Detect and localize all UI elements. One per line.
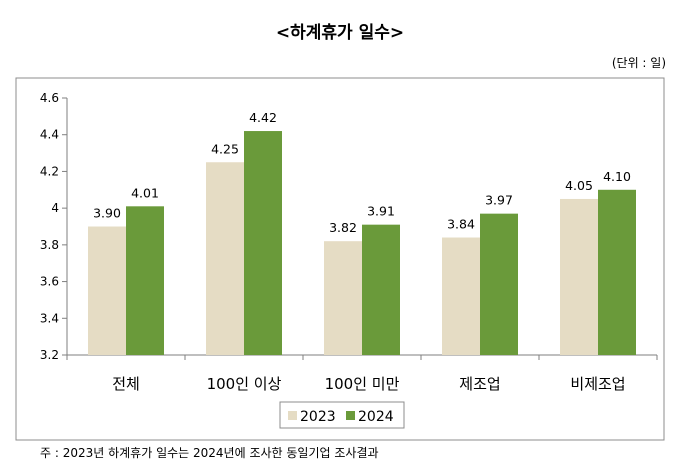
unit-note: (단위 : 일) [611,56,666,70]
data-label: 4.25 [211,141,239,156]
bar-2023 [560,198,598,355]
x-tick-label: 100인 이상 [207,375,282,393]
axes: 3.23.43.63.844.24.44.6전체 100인 이상 100인 미만 제조… [40,91,658,393]
legend-label: 2023 [300,409,336,425]
bar-2023 [88,226,126,355]
bar-2024 [126,206,164,355]
bar-2024 [480,213,518,355]
y-tick-label: 4.4 [40,128,59,142]
y-tick-label: 3.4 [40,311,59,325]
bars [88,131,636,355]
x-tick-label: 100인 미만 [325,375,400,393]
x-tick-label: 비제조업 [570,375,625,393]
data-label: 4.10 [603,169,631,184]
data-label: 4.05 [565,178,593,193]
chart-title: <하계휴가 일수> [275,23,405,43]
legend: 2023 2024 [279,401,405,429]
data-label: 4.42 [249,110,277,125]
y-tick-label: 3.6 [40,275,59,289]
x-tick-label: 전체 [112,375,140,393]
y-tick-label: 4.2 [40,164,59,178]
bar-2024 [598,189,636,355]
x-tick-label: 제조업 [459,375,500,393]
data-labels: 3.90 4.01 4.25 4.42 3.82 3.91 3.84 3.97 4.05 4.10 [93,110,631,235]
y-tick-label: 3.8 [40,238,59,252]
data-label: 3.90 [93,206,121,221]
data-label: 3.82 [329,220,357,235]
bar-2024 [244,131,282,355]
data-label: 4.01 [131,185,159,200]
y-tick-label: 3.2 [40,348,59,362]
data-label: 3.84 [447,217,475,232]
footnote: 주 : 2023년 하계휴가 일수는 2024년에 조사한 동일기업 조사결과 [40,446,379,460]
legend-box [279,401,405,429]
bar-2023 [442,237,480,355]
y-tick-label: 4 [51,201,59,215]
legend-swatch-2024 [346,411,355,420]
bar-2023 [206,162,244,355]
data-label: 3.91 [367,204,395,219]
y-tick-label: 4.6 [40,91,59,105]
legend-label: 2024 [358,409,394,425]
legend-swatch-2023 [288,411,297,420]
data-label: 3.97 [485,193,513,208]
bar-2023 [324,241,362,355]
bar-2024 [362,224,400,355]
